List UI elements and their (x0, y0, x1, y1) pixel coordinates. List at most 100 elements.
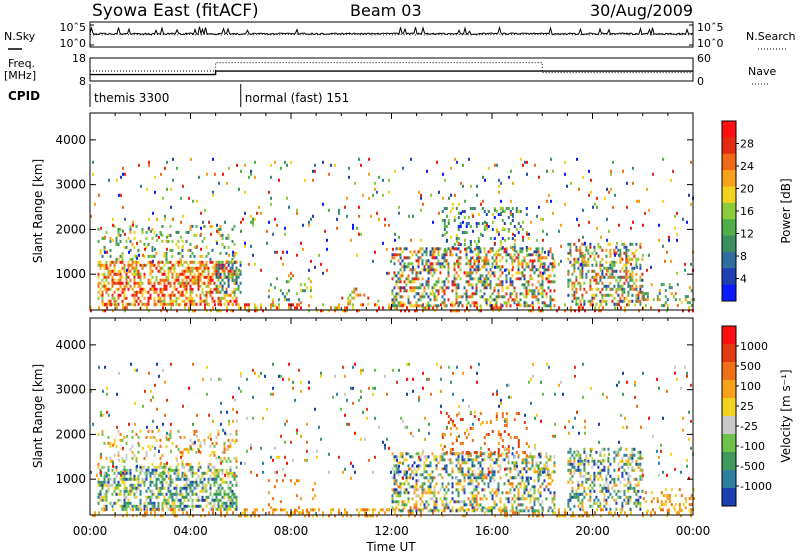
heatmap-cell (433, 485, 436, 489)
heatmap-cell (139, 483, 142, 487)
heatmap-cell (181, 486, 184, 490)
heatmap-cell (103, 284, 106, 288)
heatmap-cell (505, 424, 508, 427)
heatmap-cell (427, 265, 430, 269)
heatmap-cell (117, 278, 120, 282)
heatmap-cell (590, 190, 592, 194)
heatmap-cell (233, 290, 236, 294)
heatmap-cell (149, 498, 152, 502)
heatmap-cell (467, 451, 470, 454)
heatmap-cell (256, 306, 258, 310)
heatmap-cell (477, 491, 480, 495)
heatmap-cell (429, 491, 432, 495)
heatmap-cell (637, 299, 640, 303)
heatmap-cell (132, 223, 134, 227)
heatmap-cell (209, 507, 212, 511)
heatmap-cell (607, 483, 610, 487)
heatmap-cell (601, 248, 604, 252)
heatmap-cell (235, 465, 238, 469)
heatmap-cell (191, 299, 194, 303)
heatmap-cell (613, 284, 616, 288)
heatmap-cell (125, 453, 128, 457)
heatmap-cell (185, 474, 188, 478)
heatmap-cell (587, 257, 590, 261)
heatmap-cell (441, 286, 444, 290)
heatmap-cell (205, 266, 208, 270)
heatmap-cell (189, 296, 192, 300)
heatmap-cell (134, 303, 136, 307)
heatmap-cell (417, 298, 420, 302)
heatmap-cell (573, 465, 576, 469)
heatmap-cell (175, 296, 178, 300)
heatmap-cell (213, 450, 216, 454)
heatmap-cell (305, 286, 308, 290)
heatmap-cell (376, 514, 378, 518)
heatmap-cell (513, 418, 516, 421)
heatmap-cell (538, 205, 540, 209)
colorbar-tick-label: 12 (740, 228, 754, 241)
nave-series-line (90, 62, 693, 74)
heatmap-cell (627, 456, 630, 460)
heatmap-cell (435, 500, 438, 504)
heatmap-cell (458, 241, 460, 245)
heatmap-cell (223, 501, 226, 505)
heatmap-cell (147, 302, 150, 306)
heatmap-cell (453, 265, 456, 269)
heatmap-cell (469, 274, 472, 278)
heatmap-cell (477, 455, 480, 459)
heatmap-cell (461, 461, 464, 465)
y-tick-label: 4000 (55, 133, 86, 147)
heatmap-cell (577, 483, 580, 487)
heatmap-cell (139, 492, 142, 496)
heatmap-cell (481, 506, 484, 510)
heatmap-cell (569, 245, 572, 249)
heatmap-cell (201, 281, 204, 285)
heatmap-cell (167, 239, 170, 243)
heatmap-cell (627, 299, 630, 303)
heatmap-cell (547, 473, 550, 477)
heatmap-cell (662, 157, 664, 161)
heatmap-cell (660, 283, 663, 287)
heatmap-cell (517, 268, 520, 272)
heatmap-cell (295, 494, 298, 498)
heatmap-cell (101, 284, 104, 288)
heatmap-cell (284, 226, 286, 230)
heatmap-cell (581, 504, 584, 508)
heatmap-cell (501, 219, 504, 222)
heatmap-cell (127, 266, 130, 270)
heatmap-cell (623, 287, 626, 291)
heatmap-cell (611, 486, 614, 490)
heatmap-cell (606, 187, 608, 191)
heatmap-cell (613, 483, 616, 487)
heatmap-cell (631, 269, 634, 273)
heatmap-cell (567, 501, 570, 505)
heatmap-cell (501, 509, 504, 513)
heatmap-cell (629, 486, 632, 490)
heatmap-cell (101, 254, 104, 258)
heatmap-cell (541, 250, 544, 254)
heatmap-cell (147, 465, 150, 469)
heatmap-cell (432, 511, 434, 515)
heatmap-cell (415, 301, 418, 305)
heatmap-cell (322, 202, 324, 206)
heatmap-cell (609, 287, 612, 291)
heatmap-cell (107, 269, 110, 273)
heatmap-cell (455, 509, 458, 513)
heatmap-cell (187, 230, 190, 234)
heatmap-cell (252, 511, 254, 515)
heatmap-cell (627, 498, 630, 502)
noise-left-tick-label: 10ˆ0 (60, 37, 87, 50)
heatmap-cell (414, 309, 416, 313)
heatmap-cell (512, 259, 514, 263)
heatmap-cell (646, 511, 648, 515)
heatmap-cell (521, 476, 524, 480)
heatmap-cell (512, 511, 514, 515)
heatmap-cell (493, 271, 496, 275)
heatmap-cell (477, 253, 480, 257)
heatmap-cell (218, 181, 220, 185)
heatmap-cell (611, 260, 614, 264)
heatmap-cell (447, 271, 450, 275)
heatmap-cell (415, 259, 418, 263)
heatmap-cell (250, 244, 252, 248)
heatmap-cell (348, 175, 350, 179)
